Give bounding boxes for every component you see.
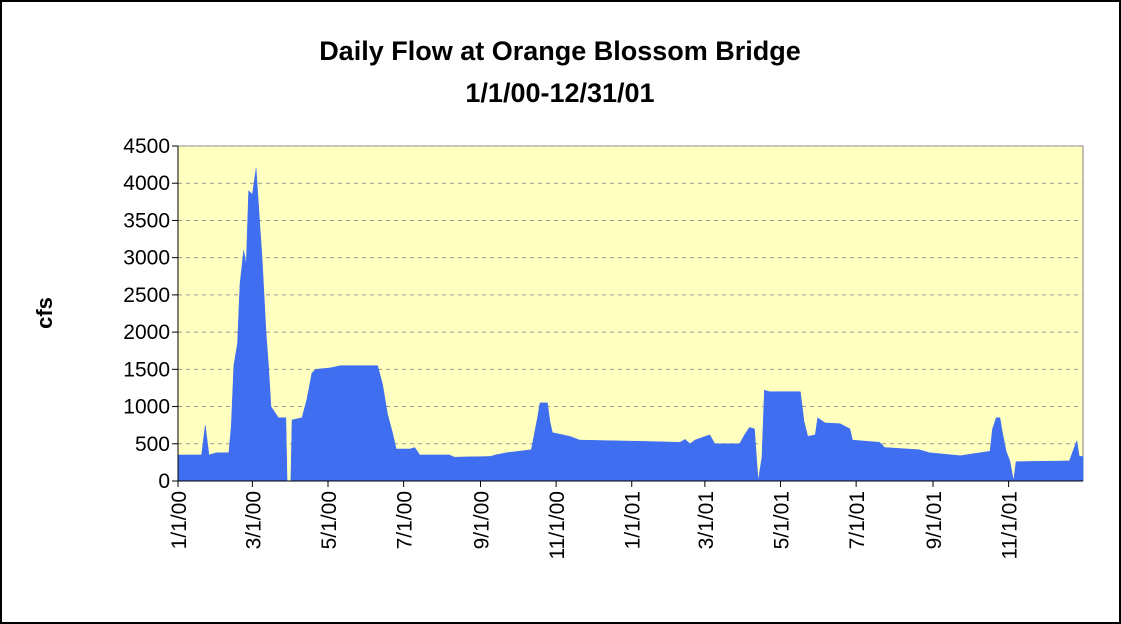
y-tick-label: 2000: [123, 321, 170, 344]
flow-area: [177, 168, 1084, 482]
x-tick-label: 3/1/01: [695, 491, 718, 549]
y-tick-label: 4500: [123, 135, 170, 158]
x-tick-label: 11/1/01: [999, 491, 1022, 560]
y-tick-label: 3000: [123, 247, 170, 270]
y-tick-label: 500: [135, 433, 170, 456]
x-tick-label: 5/1/00: [318, 491, 341, 549]
y-tick-label: 3500: [123, 209, 170, 232]
x-tick-label: 3/1/00: [242, 491, 265, 549]
y-tick-label: 0: [158, 470, 170, 493]
x-tick-label: 9/1/01: [923, 491, 946, 549]
x-tick-label: 5/1/01: [771, 491, 794, 549]
x-tick-label: 1/1/00: [168, 491, 191, 549]
chart-subtitle: 1/1/00-12/31/01: [465, 78, 654, 108]
chart-title: Daily Flow at Orange Blossom Bridge: [319, 36, 801, 66]
x-tick-label: 9/1/00: [470, 491, 493, 549]
y-tick-label: 1500: [123, 358, 170, 381]
y-tick-label: 4000: [123, 172, 170, 195]
x-tick-label: 7/1/01: [846, 491, 869, 549]
x-tick-label: 7/1/00: [394, 491, 417, 549]
y-tick-label: 1000: [123, 396, 170, 419]
x-tick-label: 1/1/01: [622, 491, 645, 549]
x-tick-label: 11/1/00: [546, 491, 569, 560]
y-axis-label: cfs: [32, 297, 57, 329]
y-tick-label: 2500: [123, 284, 170, 307]
